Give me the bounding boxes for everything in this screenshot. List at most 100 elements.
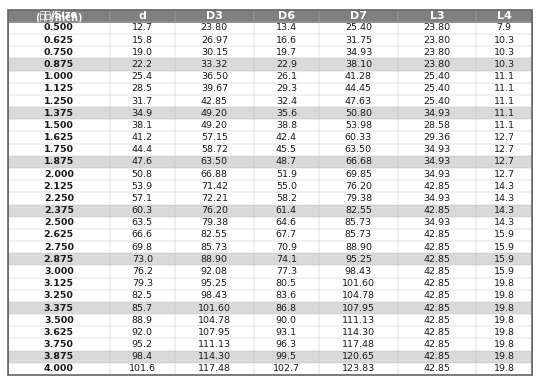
Text: 71.42: 71.42 [201, 182, 228, 191]
Text: 98.43: 98.43 [201, 291, 228, 300]
Text: 111.13: 111.13 [342, 316, 375, 325]
Text: 76.20: 76.20 [201, 206, 228, 215]
Bar [476, 205, 532, 217]
Text: 117.48: 117.48 [198, 364, 231, 373]
Text: 69.85: 69.85 [345, 170, 372, 178]
Text: 34.93: 34.93 [423, 109, 451, 118]
Bar [254, 119, 319, 131]
Bar [398, 326, 476, 339]
Bar [254, 156, 319, 168]
Bar [110, 205, 175, 217]
Text: 88.9: 88.9 [132, 316, 153, 325]
Bar [254, 314, 319, 326]
Text: 33.32: 33.32 [201, 60, 228, 69]
Text: 15.8: 15.8 [132, 36, 153, 44]
Bar [476, 107, 532, 119]
Bar [254, 278, 319, 290]
Bar [319, 192, 398, 205]
Bar [398, 302, 476, 314]
Bar [476, 58, 532, 70]
Bar [110, 180, 175, 192]
Bar [110, 168, 175, 180]
Text: 95.2: 95.2 [132, 340, 153, 349]
Bar [110, 192, 175, 205]
Bar [319, 339, 398, 351]
Bar [319, 253, 398, 265]
Text: D7: D7 [350, 11, 367, 21]
Text: 28.5: 28.5 [132, 84, 153, 93]
Text: 0.625: 0.625 [44, 36, 74, 44]
Bar [8, 180, 110, 192]
Text: 42.4: 42.4 [276, 133, 297, 142]
Bar [110, 229, 175, 241]
Text: 3.375: 3.375 [44, 303, 73, 313]
Text: D3: D3 [206, 11, 223, 21]
Bar [175, 168, 254, 180]
Text: 14.3: 14.3 [494, 194, 515, 203]
Text: 63.5: 63.5 [132, 218, 153, 227]
Bar [175, 290, 254, 302]
Text: 2.625: 2.625 [44, 231, 74, 239]
Text: 11.1: 11.1 [494, 97, 515, 105]
Text: 88.90: 88.90 [345, 243, 372, 252]
Bar [8, 253, 110, 265]
Bar [8, 107, 110, 119]
Text: 45.5: 45.5 [276, 145, 297, 154]
Text: 15.9: 15.9 [494, 255, 515, 264]
Text: 42.85: 42.85 [423, 267, 450, 276]
Bar [175, 95, 254, 107]
Text: 120.65: 120.65 [342, 352, 375, 361]
Bar [110, 265, 175, 278]
Bar [254, 253, 319, 265]
Text: 38.1: 38.1 [132, 121, 153, 130]
Bar [476, 34, 532, 46]
Text: 104.78: 104.78 [198, 316, 231, 325]
Bar [110, 107, 175, 119]
Bar [175, 205, 254, 217]
Text: 3.250: 3.250 [44, 291, 73, 300]
Bar [8, 168, 110, 180]
Bar [110, 46, 175, 58]
Bar [254, 290, 319, 302]
Text: 1.125: 1.125 [44, 84, 74, 93]
Bar [398, 107, 476, 119]
Bar [8, 217, 110, 229]
Text: 34.93: 34.93 [423, 157, 451, 166]
Text: 15.9: 15.9 [494, 231, 515, 239]
Bar [110, 351, 175, 363]
Text: 2.000: 2.000 [44, 170, 73, 178]
Bar [319, 265, 398, 278]
Text: 42.85: 42.85 [423, 182, 450, 191]
Bar [254, 22, 319, 34]
Text: 42.85: 42.85 [201, 97, 228, 105]
Text: 60.33: 60.33 [345, 133, 372, 142]
Text: D6: D6 [278, 11, 295, 21]
Bar [110, 278, 175, 290]
Bar [254, 70, 319, 83]
Bar [319, 34, 398, 46]
Text: 49.20: 49.20 [201, 121, 228, 130]
Text: 3.875: 3.875 [44, 352, 74, 361]
Bar [476, 192, 532, 205]
Text: 19.8: 19.8 [494, 364, 515, 373]
Text: 114.30: 114.30 [198, 352, 231, 361]
Bar [319, 70, 398, 83]
Text: 16.6: 16.6 [276, 36, 297, 44]
Text: 76.2: 76.2 [132, 267, 153, 276]
Text: 23.80: 23.80 [423, 48, 450, 57]
Text: 104.78: 104.78 [342, 291, 375, 300]
Text: 12.7: 12.7 [494, 170, 515, 178]
Text: 19.8: 19.8 [494, 303, 515, 313]
Bar [398, 70, 476, 83]
Bar [319, 290, 398, 302]
Bar [8, 229, 110, 241]
Bar [319, 314, 398, 326]
Bar [398, 205, 476, 217]
Bar [110, 326, 175, 339]
Text: 10.3: 10.3 [494, 48, 515, 57]
Text: 10.3: 10.3 [494, 36, 515, 44]
Bar [398, 144, 476, 156]
Text: 25.40: 25.40 [423, 72, 450, 81]
Bar [476, 314, 532, 326]
Bar [8, 83, 110, 95]
